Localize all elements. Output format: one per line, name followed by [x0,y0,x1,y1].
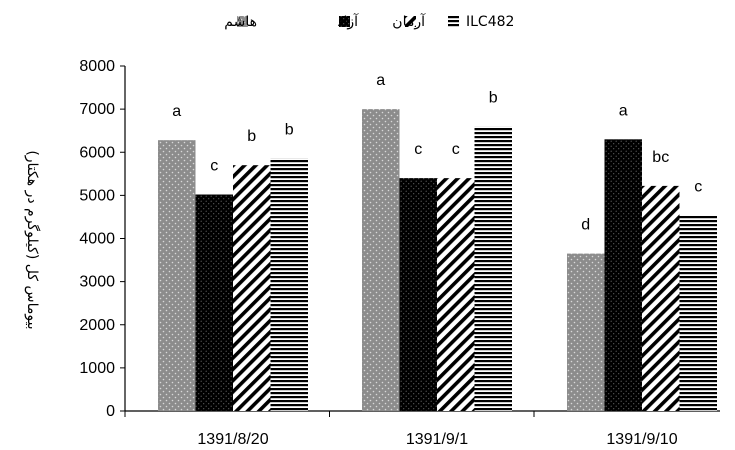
bar-4-3 [679,215,717,411]
data-label: b [489,89,498,106]
data-label: c [414,141,422,158]
bar-2-3 [604,139,642,411]
bar-4-2 [474,126,512,411]
legend-label: آزاد [337,13,359,30]
bar-1-1 [158,140,196,412]
y-tick-label: 6000 [79,144,115,161]
y-tick-label: 1000 [79,360,115,377]
y-tick-label: 2000 [79,317,115,334]
y-tick-label: 7000 [79,101,115,118]
data-label: a [172,103,181,120]
bar-2-1 [195,194,233,411]
data-label: c [452,141,460,158]
data-label: a [619,102,628,119]
legend-swatch [237,16,248,27]
legend-label: هاشم [224,14,257,30]
legend: هاشم آزاد آرمان ILC482 [224,13,514,30]
y-tick-label: 3000 [79,274,115,291]
legend-label: ILC482 [466,14,514,30]
legend-label: آرمان [392,13,426,30]
y-axis-title-group: بیوماس کل (کیلوگرم در هکتار) [24,150,41,329]
bar-3-2 [437,178,475,411]
x-category-label: 1391/9/1 [406,431,468,448]
data-label: b [285,121,294,138]
bar-1-2 [362,109,400,411]
y-tick-label: 4000 [79,231,115,248]
bar-3-1 [233,165,271,411]
legend-swatch [405,16,416,27]
bar-4-1 [270,158,308,411]
x-category-label: 1391/8/20 [197,431,268,448]
data-label: c [694,179,702,196]
plot-area: 0 1000 2000 3000 4000 5000 6000 7000 8000 a c b b 139… [79,58,720,448]
y-tick-label: 8000 [79,58,115,75]
x-category-label: 1391/9/10 [606,431,677,448]
legend-swatch [448,16,459,27]
bar-1-3 [567,253,605,411]
data-label: d [581,217,590,234]
y-tick-label: 5000 [79,187,115,204]
bar-3-3 [642,185,680,411]
legend-swatch [339,16,350,27]
data-label: bc [652,149,669,166]
y-axis-title: بیوماس کل (کیلوگرم در هکتار) [24,150,41,329]
data-label: c [210,158,218,175]
bar-2-2 [399,178,437,411]
y-tick-label: 0 [106,403,115,420]
data-label: a [376,72,385,89]
data-label: b [247,128,256,145]
